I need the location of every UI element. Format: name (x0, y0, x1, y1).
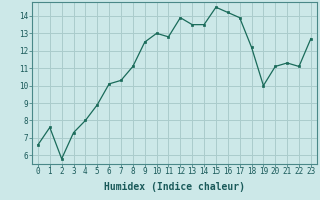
X-axis label: Humidex (Indice chaleur): Humidex (Indice chaleur) (104, 182, 245, 192)
